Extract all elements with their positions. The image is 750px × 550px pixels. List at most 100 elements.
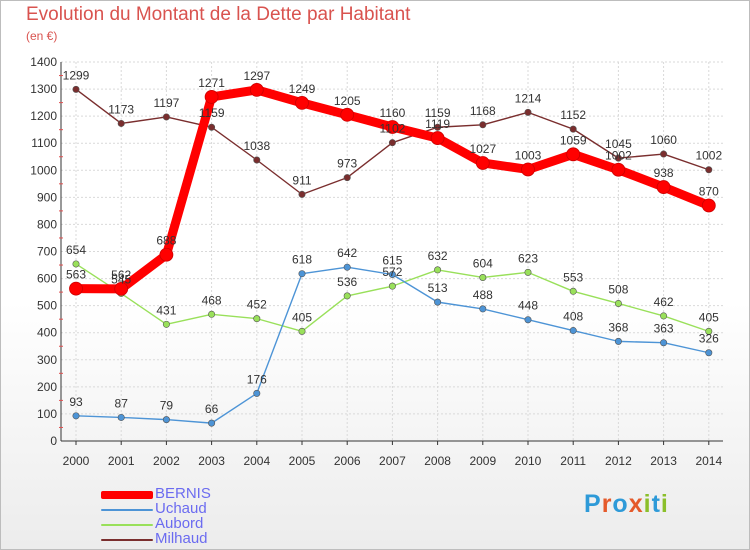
data-point-milhaud bbox=[388, 139, 396, 147]
legend-swatch-uchaud bbox=[101, 509, 153, 511]
logo-letter: i bbox=[643, 490, 652, 518]
data-point-milhaud bbox=[479, 121, 487, 129]
data-point-bernis bbox=[656, 180, 671, 194]
data-label-uchaud: 368 bbox=[608, 320, 628, 334]
x-tick-label: 2000 bbox=[63, 454, 90, 468]
data-label-uchaud: 408 bbox=[563, 310, 583, 324]
data-label-uchaud: 642 bbox=[337, 246, 357, 260]
logo-letter: t bbox=[651, 490, 661, 518]
data-point-aubord bbox=[524, 268, 532, 276]
data-label-uchaud: 326 bbox=[699, 332, 719, 346]
data-label-milhaud: 1168 bbox=[470, 104, 496, 118]
data-point-milhaud bbox=[705, 166, 713, 174]
data-point-bernis bbox=[295, 95, 309, 110]
data-point-bernis bbox=[611, 162, 626, 177]
data-label-bernis: 938 bbox=[654, 166, 674, 180]
x-tick-label: 2003 bbox=[198, 454, 225, 468]
data-label-bernis: 1271 bbox=[198, 76, 225, 90]
data-label-aubord: 623 bbox=[518, 251, 538, 265]
legend-label-aubord: Aubord bbox=[155, 515, 204, 532]
data-point-aubord bbox=[162, 320, 170, 328]
data-point-bernis bbox=[159, 247, 174, 262]
logo-letter: r bbox=[601, 490, 613, 518]
data-point-bernis bbox=[204, 90, 219, 104]
data-label-uchaud: 87 bbox=[115, 396, 129, 410]
data-point-bernis bbox=[340, 107, 355, 122]
y-tick-label: 1000 bbox=[30, 163, 57, 177]
chart-title: Evolution du Montant de la Dette par Hab… bbox=[26, 4, 411, 25]
y-tick-label: 1100 bbox=[31, 136, 57, 150]
data-label-aubord: 468 bbox=[202, 293, 222, 307]
y-tick-label: 1300 bbox=[30, 82, 57, 96]
y-tick-label: 300 bbox=[37, 353, 57, 367]
x-tick-label: 2004 bbox=[243, 454, 270, 468]
x-tick-label: 2010 bbox=[515, 454, 542, 468]
data-point-uchaud bbox=[479, 305, 487, 313]
data-label-aubord: 462 bbox=[654, 295, 674, 309]
legend-swatch-aubord bbox=[101, 524, 153, 526]
data-point-aubord bbox=[298, 327, 306, 335]
data-label-bernis: 1249 bbox=[289, 82, 316, 96]
data-label-bernis: 1002 bbox=[605, 149, 632, 163]
chart-unit-label: (en €) bbox=[26, 29, 58, 43]
data-point-milhaud bbox=[660, 150, 668, 158]
data-label-aubord: 604 bbox=[473, 256, 493, 270]
data-point-bernis bbox=[566, 147, 581, 162]
x-tick-label: 2005 bbox=[289, 454, 316, 468]
data-point-bernis bbox=[430, 131, 445, 145]
data-point-milhaud bbox=[208, 123, 216, 131]
legend-label-uchaud: Uchaud bbox=[155, 500, 207, 517]
data-label-aubord: 553 bbox=[563, 270, 583, 284]
data-point-milhaud bbox=[569, 125, 577, 133]
y-tick-label: 1200 bbox=[30, 109, 57, 123]
y-tick-label: 0 bbox=[50, 434, 57, 448]
data-label-aubord: 632 bbox=[428, 249, 448, 263]
y-tick-label: 400 bbox=[37, 326, 57, 340]
data-label-aubord: 536 bbox=[337, 275, 357, 289]
data-label-uchaud: 488 bbox=[473, 288, 493, 302]
data-point-bernis bbox=[475, 156, 490, 170]
data-label-bernis: 1119 bbox=[425, 117, 450, 131]
data-label-aubord: 431 bbox=[156, 303, 176, 317]
y-tick-label: 800 bbox=[37, 217, 57, 231]
data-point-uchaud bbox=[208, 419, 216, 427]
data-point-uchaud bbox=[705, 349, 713, 357]
data-label-bernis: 688 bbox=[156, 234, 176, 248]
data-point-bernis bbox=[249, 82, 264, 97]
data-point-uchaud bbox=[614, 337, 622, 345]
data-label-milhaud: 1214 bbox=[515, 91, 542, 105]
data-label-aubord: 405 bbox=[292, 310, 312, 324]
x-tick-label: 2008 bbox=[424, 454, 451, 468]
data-point-bernis bbox=[701, 198, 716, 213]
legend-swatch-milhaud bbox=[101, 539, 153, 541]
legend-item-milhaud: Milhaud bbox=[101, 530, 301, 547]
data-label-uchaud: 93 bbox=[69, 395, 83, 409]
data-point-aubord bbox=[388, 282, 396, 290]
data-label-uchaud: 618 bbox=[292, 253, 312, 267]
data-label-milhaud: 1159 bbox=[199, 106, 225, 120]
x-tick-label: 2001 bbox=[108, 454, 135, 468]
data-label-uchaud: 513 bbox=[428, 281, 448, 295]
data-label-bernis: 1027 bbox=[469, 142, 496, 156]
data-point-bernis bbox=[69, 281, 83, 296]
y-tick-label: 200 bbox=[37, 380, 57, 394]
y-tick-label: 900 bbox=[37, 190, 57, 204]
data-label-aubord: 508 bbox=[608, 282, 628, 296]
data-point-milhaud bbox=[72, 85, 80, 93]
data-point-bernis bbox=[521, 162, 535, 177]
data-label-milhaud: 911 bbox=[292, 173, 311, 187]
data-point-uchaud bbox=[72, 412, 80, 420]
data-point-uchaud bbox=[524, 316, 532, 324]
proxiti-logo: Proxiti bbox=[584, 490, 669, 519]
x-tick-label: 2007 bbox=[379, 454, 406, 468]
legend-label-bernis: BERNIS bbox=[155, 485, 211, 502]
data-label-bernis: 1297 bbox=[243, 69, 270, 83]
logo-letter: P bbox=[584, 490, 602, 518]
data-label-bernis: 1059 bbox=[560, 133, 587, 147]
data-label-milhaud: 1152 bbox=[560, 108, 586, 122]
data-label-aubord: 572 bbox=[382, 265, 402, 279]
data-point-uchaud bbox=[117, 413, 125, 421]
data-point-milhaud bbox=[253, 156, 261, 164]
